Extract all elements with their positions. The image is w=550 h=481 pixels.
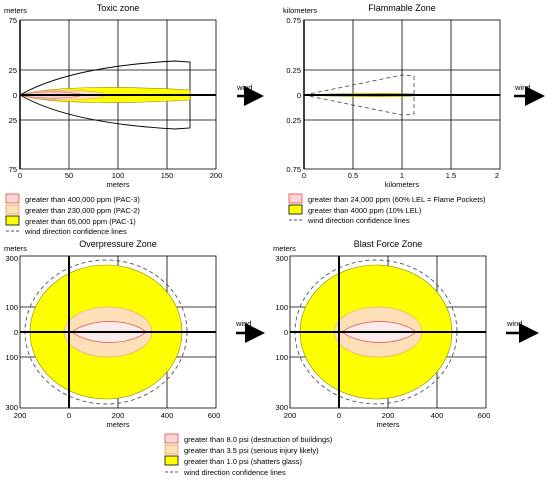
legend-label: wind direction confidence lines [307,216,410,225]
overpressure-ytick: 300 [5,403,18,412]
toxic-ytick: 0 [13,91,17,100]
overpressure-ytick: 100 [5,353,18,362]
blast-ytick: 100 [275,303,288,312]
legend-swatch-pac1 [5,215,20,226]
overpressure-xtick: 200 [112,411,125,420]
overpressure-xtick: 0 [67,411,71,420]
legend-label: wind direction confidence lines [24,227,127,236]
toxic-xtick: 50 [65,171,73,180]
flammable-y-unit: kilometers [283,6,317,15]
blast-legend: greater than 8.0 psi (destruction of bui… [164,433,333,477]
overpressure-xtick: 200 [14,411,27,420]
overpressure-wind-label: wind [235,319,251,328]
blast-xtick: 400 [431,411,444,420]
overpressure-y-unit: meters [4,244,27,253]
blast-ytick: 300 [275,403,288,412]
overpressure-x-label: meters [107,420,130,429]
overpressure-ytick: 0 [14,328,18,337]
legend-label: greater than 65,000 ppm (PAC-1) [25,217,136,226]
flammable-ytick: 0.25 [286,66,301,75]
legend-swatch-pac2 [5,204,20,215]
toxic-xtick: 200 [210,171,223,180]
flammable-xtick: 1 [400,171,404,180]
flammable-confidence-lines [304,74,415,116]
toxic-ytick: 75 [9,16,17,25]
overpressure-chart: Overpressure Zone meters 300 100 0 100 3… [4,239,265,429]
legend-swatch-3psi [164,444,179,455]
legend-label: greater than 1.0 psi (shatters glass) [184,457,302,466]
blast-xtick: 600 [478,411,491,420]
blast-x-label: meters [377,420,400,429]
toxic-wind-label: wind [236,83,252,92]
flammable-x-label: kilometers [385,180,419,189]
blast-xtick: 200 [382,411,395,420]
overpressure-title: Overpressure Zone [79,239,157,249]
blast-chart: Blast Force Zone meters 300 100 0 100 30… [273,239,539,429]
blast-title: Blast Force Zone [354,239,423,249]
flammable-xtick: 0.5 [348,171,358,180]
blast-y-unit: meters [273,244,296,253]
toxic-y-unit: meters [4,6,27,15]
legend-label: greater than 3.5 psi (serious injury lik… [184,446,319,455]
blast-wind-label: wind [506,319,522,328]
flammable-chart: Flammable Zone kilometers 0.75 0.25 0 0.… [283,3,545,189]
legend-label: greater than 4000 ppm (10% LEL) [308,206,422,215]
toxic-ytick: 25 [9,66,17,75]
blast-ytick: 300 [275,254,288,263]
flammable-wind-label: wind [514,83,530,92]
overpressure-ytick: 300 [5,254,18,263]
overpressure-xtick: 400 [161,411,174,420]
flammable-xtick: 1.5 [446,171,456,180]
flammable-ytick: 0.75 [286,165,301,174]
blast-xtick: 200 [284,411,297,420]
toxic-legend: greater than 400,000 ppm (PAC-3) greater… [5,193,140,236]
blast-ytick: 100 [275,353,288,362]
toxic-ytick: 25 [9,116,17,125]
overpressure-xtick: 600 [208,411,221,420]
legend-swatch-1psi [164,455,179,466]
toxic-title: Toxic zone [97,3,140,13]
legend-swatch-8psi [164,433,179,444]
flammable-title: Flammable Zone [368,3,436,13]
legend-label: greater than 24,000 ppm (60% LEL = Flame… [308,195,486,204]
flammable-ytick: 0 [297,91,301,100]
flammable-xtick: 2 [495,171,499,180]
legend-swatch-pac3 [5,193,20,204]
flammable-ytick: 0.25 [286,116,301,125]
blast-ytick: 0 [284,328,288,337]
legend-label: wind direction confidence lines [183,468,286,477]
flammable-ytick: 0.75 [286,16,301,25]
toxic-xtick: 100 [112,171,125,180]
legend-label: greater than 400,000 ppm (PAC-3) [25,195,140,204]
toxic-grid [19,19,217,170]
toxic-x-label: meters [107,180,130,189]
toxic-xtick: 150 [161,171,174,180]
toxic-chart: Toxic zone meters 75 25 0 25 75 0 50 [4,3,264,189]
legend-label: greater than 8.0 psi (destruction of bui… [184,435,333,444]
legend-swatch-lel60 [288,193,303,204]
legend-label: greater than 230,000 ppm (PAC-2) [25,206,140,215]
legend-swatch-lel10 [288,204,303,215]
flammable-xtick: 0 [302,171,306,180]
blast-xtick: 0 [337,411,341,420]
overpressure-ytick: 100 [5,303,18,312]
flammable-legend: greater than 24,000 ppm (60% LEL = Flame… [288,193,486,225]
toxic-xtick: 0 [18,171,22,180]
toxic-ytick: 75 [9,165,17,174]
